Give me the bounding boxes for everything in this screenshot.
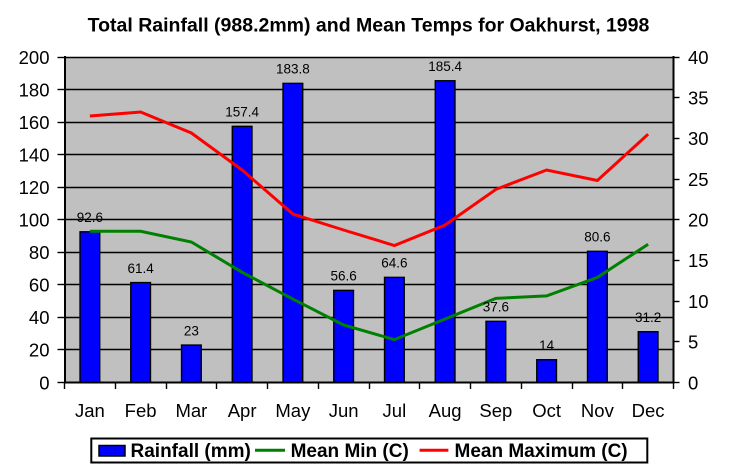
svg-text:180: 180 (19, 79, 50, 100)
svg-text:Nov: Nov (581, 400, 615, 421)
svg-text:Mean Maximum (C): Mean Maximum (C) (455, 441, 628, 462)
svg-text:Jul: Jul (383, 400, 407, 421)
svg-text:23: 23 (184, 323, 199, 338)
svg-text:15: 15 (688, 250, 709, 271)
svg-text:Feb: Feb (125, 400, 157, 421)
svg-text:0: 0 (39, 372, 49, 393)
svg-text:56.6: 56.6 (330, 269, 356, 284)
svg-text:185.4: 185.4 (428, 59, 462, 74)
svg-text:Aug: Aug (429, 400, 462, 421)
svg-text:Mean Min (C): Mean Min (C) (291, 441, 409, 462)
svg-text:31.2: 31.2 (635, 310, 661, 325)
svg-text:157.4: 157.4 (225, 105, 259, 120)
svg-text:80.6: 80.6 (584, 230, 610, 245)
svg-text:100: 100 (19, 210, 50, 231)
svg-text:Apr: Apr (228, 400, 257, 421)
svg-text:Mar: Mar (175, 400, 207, 421)
svg-text:60: 60 (29, 275, 50, 296)
svg-text:61.4: 61.4 (127, 261, 154, 276)
svg-text:Total Rainfall (988.2mm) and M: Total Rainfall (988.2mm) and Mean Temps … (88, 14, 650, 36)
svg-text:40: 40 (688, 47, 709, 68)
svg-text:200: 200 (19, 47, 50, 68)
svg-text:Sep: Sep (479, 400, 512, 421)
svg-text:20: 20 (688, 210, 709, 231)
svg-text:10: 10 (688, 291, 709, 312)
svg-text:20: 20 (29, 340, 50, 361)
svg-text:0: 0 (688, 372, 698, 393)
svg-text:40: 40 (29, 307, 50, 328)
svg-text:Jun: Jun (329, 400, 359, 421)
svg-text:Oct: Oct (532, 400, 561, 421)
svg-text:160: 160 (19, 112, 50, 133)
svg-text:183.8: 183.8 (276, 62, 310, 77)
svg-text:140: 140 (19, 144, 50, 165)
svg-text:92.6: 92.6 (77, 210, 103, 225)
svg-text:14: 14 (539, 338, 555, 353)
svg-text:80: 80 (29, 242, 50, 263)
svg-text:35: 35 (688, 87, 709, 108)
svg-text:May: May (275, 400, 311, 421)
svg-text:120: 120 (19, 177, 50, 198)
svg-text:5: 5 (688, 332, 698, 353)
svg-text:30: 30 (688, 128, 709, 149)
svg-text:64.6: 64.6 (381, 256, 407, 271)
svg-text:Rainfall (mm): Rainfall (mm) (131, 441, 251, 462)
svg-text:25: 25 (688, 169, 709, 190)
svg-text:Jan: Jan (75, 400, 105, 421)
svg-text:Dec: Dec (632, 400, 665, 421)
svg-text:37.6: 37.6 (483, 300, 509, 315)
